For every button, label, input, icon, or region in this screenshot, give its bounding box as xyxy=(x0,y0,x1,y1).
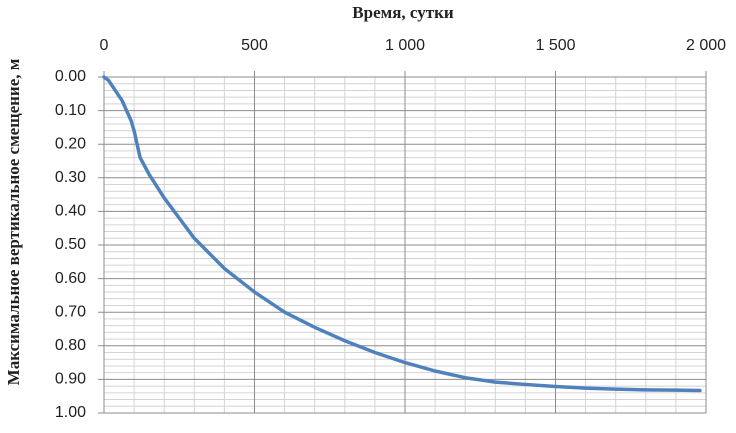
x-axis-title: Время, сутки xyxy=(352,3,454,22)
x-tick-label: 2 000 xyxy=(686,37,726,54)
y-tick-label: 0.60 xyxy=(55,270,86,287)
y-tick-label: 0.30 xyxy=(55,169,86,186)
y-tick-label: 0.70 xyxy=(55,303,86,320)
y-tick-label: 0.10 xyxy=(55,102,86,119)
x-tick-label: 1 500 xyxy=(535,37,575,54)
x-tick-label: 1 000 xyxy=(385,37,425,54)
y-axis-title: Максимальное вертикальное смещение, м xyxy=(4,58,23,385)
x-tick-label: 500 xyxy=(241,37,268,54)
y-tick-label: 1.00 xyxy=(55,404,86,421)
data-line xyxy=(102,75,702,393)
y-tick-label: 0.00 xyxy=(55,68,86,85)
y-tick-label: 0.50 xyxy=(55,236,86,253)
y-tick-label: 0.40 xyxy=(55,203,86,220)
y-tick-label: 0.80 xyxy=(55,337,86,354)
x-tick-label: 0 xyxy=(100,37,109,54)
y-tick-label: 0.20 xyxy=(55,135,86,152)
y-tick-label: 0.90 xyxy=(55,371,86,388)
